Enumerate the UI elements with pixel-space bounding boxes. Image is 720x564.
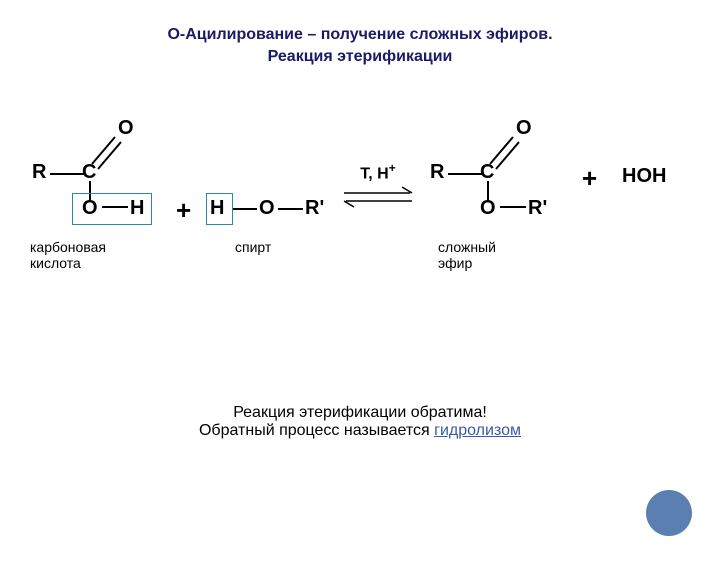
ester-bonds xyxy=(438,119,568,209)
title-line-2: Реакция этерификации xyxy=(268,48,453,65)
plus-2: + xyxy=(582,163,597,194)
equilibrium-arrow-icon xyxy=(338,183,418,213)
plus-1: + xyxy=(176,195,191,226)
alcohol-label: спирт xyxy=(235,239,271,255)
ester-R: R xyxy=(430,161,444,184)
water: HOH xyxy=(622,165,666,188)
ester-label: сложный эфир xyxy=(438,239,496,271)
reaction-arrow: T, H+ xyxy=(338,161,418,218)
acid-O-dbl: O xyxy=(118,117,134,140)
footer-line-1: Реакция этерификации обратима! xyxy=(0,404,720,422)
leaving-group-box-acid xyxy=(72,193,152,225)
conditions-text: T, H+ xyxy=(338,161,418,183)
footer-line-2: Обратный процесс называется гидролизом xyxy=(0,422,720,440)
acid-C: C xyxy=(82,161,96,184)
ester-O-single: O xyxy=(480,197,496,220)
leaving-group-box-alcohol xyxy=(206,193,233,225)
alcohol-O: O xyxy=(259,197,275,220)
title-line-1: О-Ацилирование – получение сложных эфиро… xyxy=(167,26,552,43)
ester-C: C xyxy=(480,161,494,184)
acid-R: R xyxy=(32,161,46,184)
corner-decoration-icon xyxy=(646,490,692,536)
ester-O-dbl: O xyxy=(516,117,532,140)
hydrolysis-term: гидролизом xyxy=(434,422,521,439)
reaction-scheme: R C O O H + H O R' T, H+ xyxy=(0,119,720,319)
alcohol-R: R' xyxy=(305,197,324,220)
footer-note: Реакция этерификации обратима! Обратный … xyxy=(0,404,720,440)
slide-title: О-Ацилирование – получение сложных эфиро… xyxy=(0,24,720,69)
ester-R2: R' xyxy=(528,197,547,220)
ester: R C O O R' xyxy=(438,119,568,214)
acid-label: карбоновая кислота xyxy=(30,239,106,271)
